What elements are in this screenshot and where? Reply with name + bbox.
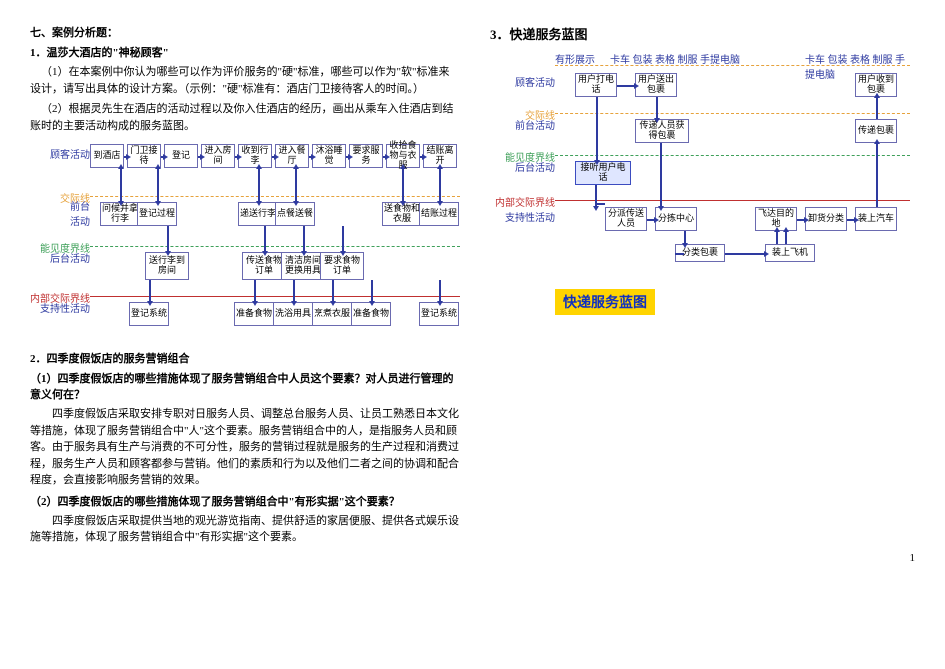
q3-heading: 3．快递服务蓝图 bbox=[490, 24, 910, 43]
page-number: 1 bbox=[910, 552, 916, 564]
lane-label: 后台活动 bbox=[30, 250, 94, 265]
q2-sub2: （2）四季度假饭店的哪些措施体现了服务营销组合中"有形实据"这个要素？ bbox=[30, 493, 460, 509]
lane-label: 顾客活动 bbox=[490, 74, 559, 89]
express-blueprint-diagram: 有形展示卡车 包装 表格 制服 手提电脑卡车 包装 表格 制服 手提电脑顾客活动… bbox=[490, 49, 910, 279]
lane-label: 支持性活动 bbox=[490, 209, 559, 224]
blueprint-node: 清洁房间更换用具 bbox=[281, 252, 325, 280]
yellow-highlight-label: 快递服务蓝图 bbox=[555, 289, 655, 315]
lane-label: 顾客活动 bbox=[30, 146, 94, 161]
lane-label: 后台活动 bbox=[490, 159, 559, 174]
q2-heading: 2．四季度假饭店的服务营销组合 bbox=[30, 350, 460, 366]
blueprint-node: 传递人员获得包裹 bbox=[635, 119, 689, 143]
blueprint-node: 登记 bbox=[164, 144, 198, 168]
blueprint-node: 用户送出包裹 bbox=[635, 73, 677, 97]
blueprint-node: 传送食物订单 bbox=[242, 252, 286, 280]
q1-heading: 1．温莎大酒店的"神秘顾客" bbox=[30, 44, 460, 60]
header-left: 有形展示 bbox=[555, 51, 595, 66]
blueprint-node: 分派传送人员 bbox=[605, 207, 647, 231]
blueprint-node: 接听用户电话 bbox=[575, 161, 631, 185]
lane-label: 支持性活动 bbox=[30, 300, 94, 315]
lane-label: 前台 活动 bbox=[30, 198, 94, 228]
blueprint-node: 要求服务 bbox=[349, 144, 383, 168]
lane-label: 内部交际界线 bbox=[490, 194, 559, 209]
right-column: 3．快递服务蓝图 有形展示卡车 包装 表格 制服 手提电脑卡车 包装 表格 制服… bbox=[490, 20, 910, 550]
blueprint-node: 用户打电话 bbox=[575, 73, 617, 97]
left-column: 七、案例分析题： 1．温莎大酒店的"神秘顾客" （1）在本案例中你认为哪些可以作… bbox=[30, 20, 460, 550]
blueprint-node: 送行李到房间 bbox=[145, 252, 189, 280]
blueprint-node: 装上汽车 bbox=[855, 207, 897, 231]
blueprint-node: 装上飞机 bbox=[765, 244, 815, 262]
q2-sub1: （1）四季度假饭店的哪些措施体现了服务营销组合中人员这个要素？对人员进行管理的意… bbox=[30, 370, 460, 402]
hotel-blueprint-diagram: 顾客活动交际线前台 活动能见度界线后台活动内部交际界线支持性活动到酒店门卫接待登… bbox=[30, 140, 460, 340]
blueprint-node: 卸货分类 bbox=[805, 207, 847, 231]
header-mid: 卡车 包装 表格 制服 手提电脑 bbox=[610, 51, 740, 66]
q1-p1: （1）在本案例中你认为哪些可以作为评价服务的"硬"标准，哪些可以作为"软"标准来… bbox=[30, 64, 460, 97]
q1-p2: （2）根据灵先生在酒店的活动过程以及你入住酒店的经历，画出从乘车入住酒店到结账时… bbox=[30, 101, 460, 134]
blueprint-node: 沐浴睡觉 bbox=[312, 144, 346, 168]
q2-a1: 四季度假饭店采取安排专职对日服务人员、调整总台服务人员、让员工熟悉日本文化等措施… bbox=[30, 406, 460, 489]
section-heading: 七、案例分析题： bbox=[30, 24, 460, 40]
blueprint-node: 要求食物订单 bbox=[320, 252, 364, 280]
q2-a2: 四季度假饭店采取提供当地的观光游览指南、提供舒适的家居便服、提供各式娱乐设施等措… bbox=[30, 513, 460, 546]
blueprint-node: 进入房间 bbox=[201, 144, 235, 168]
lane-label: 前台活动 bbox=[490, 117, 559, 132]
